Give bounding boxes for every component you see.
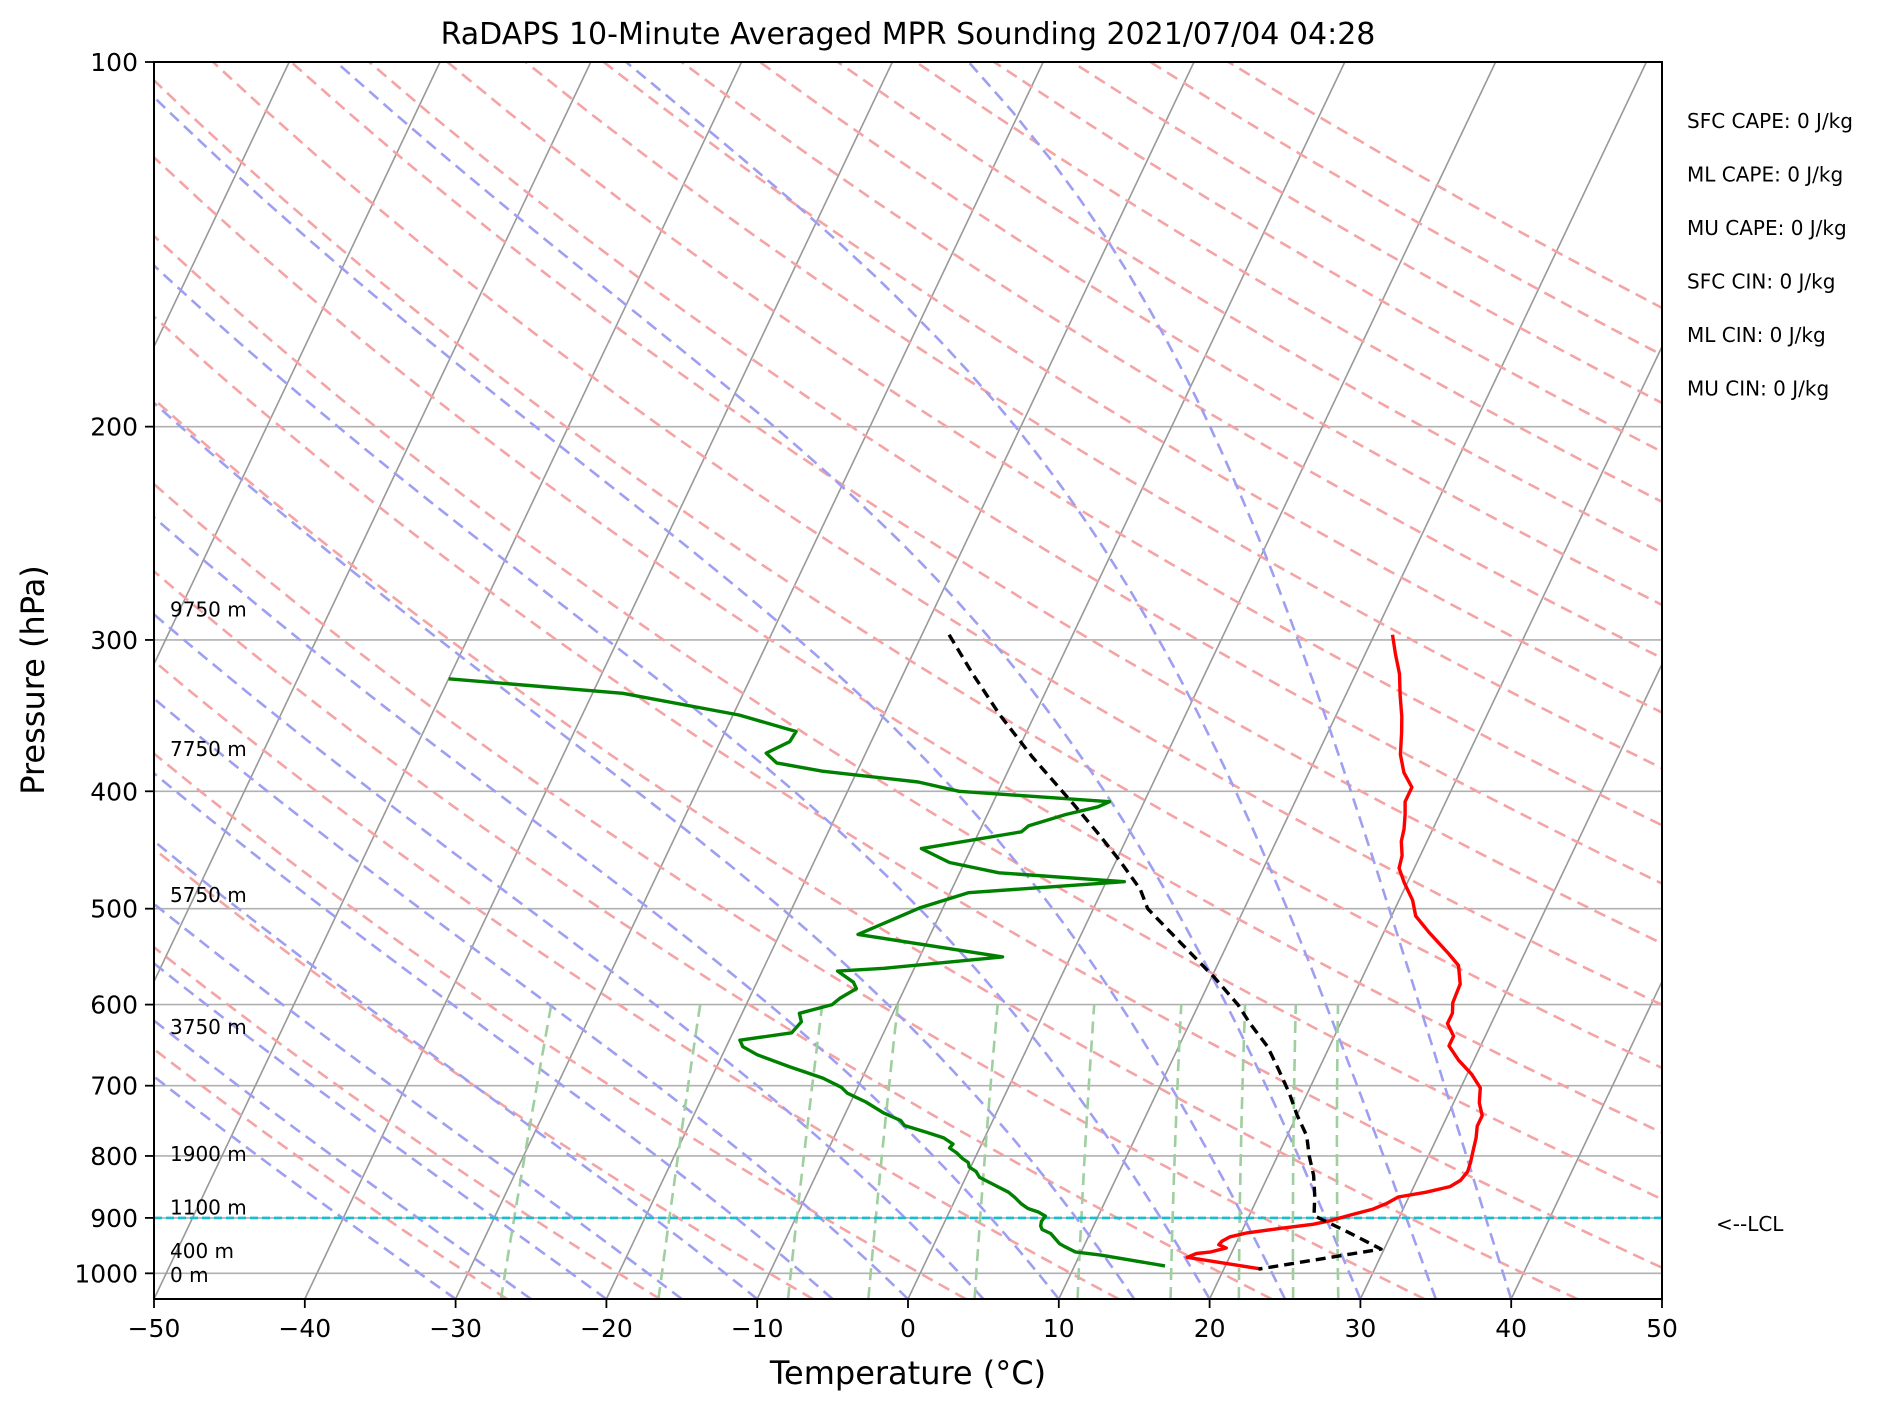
y-tick-label: 200 [90,413,138,442]
dry-adiabat-line [154,78,1662,1070]
dry-adiabat-line [154,945,661,1299]
dry-adiabat-line [154,314,1662,1270]
dry-adiabat-line [759,62,1662,607]
isotherm-line [154,62,290,349]
y-tick-label: 700 [90,1072,138,1101]
dry-adiabat-line [212,62,1662,1007]
isotherm-line [1208,344,1662,1299]
height-label: 7750 m [170,737,247,761]
index-annotation: MU CIN: 0 J/kg [1687,377,1829,401]
axis-ticks: −50 −40 −30 −20 −10 0 10 20 30 40 50 100 200 300 400 50… [74,48,1678,1343]
mixing-ratio-line [973,1004,999,1299]
moist-adiabat-line [154,95,1287,1299]
y-tick-label: 800 [90,1142,138,1171]
isotherm-line [154,62,592,984]
x-tick-label: −50 [128,1314,181,1343]
moist-adiabat-line [154,612,985,1299]
height-label: 1100 m [170,1195,247,1219]
dry-adiabat-line [446,62,1662,827]
height-label: 3750 m [170,1015,247,1039]
x-tick-label: −30 [429,1314,482,1343]
dry-adiabat-line [154,847,814,1299]
chart-title: RaDAPS 10-Minute Averaged MPR Sounding 2… [441,17,1376,52]
dry-adiabat-line [154,397,1579,1299]
moist-adiabat-line [154,961,608,1299]
moist-adiabat-line [154,696,909,1299]
x-tick-label: −10 [731,1314,784,1343]
x-tick-label: 50 [1646,1314,1678,1343]
x-axis-label: Temperature (°C) [769,1354,1046,1392]
lcl-label: <--LCL [1716,1212,1784,1236]
dry-adiabat-line [154,1047,508,1299]
height-label: 5750 m [170,883,247,907]
y-tick-label: 100 [90,48,138,77]
moist-adiabat-line [154,515,1060,1299]
isotherm-line [1359,662,1662,1299]
isotherm-line [154,62,743,1299]
y-tick-label: 400 [90,777,138,806]
data-series [154,633,1662,1271]
mixing-ratio-line [1076,1004,1096,1299]
y-tick-label: 900 [90,1204,138,1233]
moist-adiabat-line [154,902,683,1299]
dry-adiabat-line [154,234,1662,1201]
x-tick-label: 20 [1194,1314,1226,1343]
mixing-ratio-line [1291,1004,1298,1299]
x-tick-label: 30 [1344,1314,1376,1343]
isotherm-line [1510,979,1662,1299]
dry-adiabat-line [368,62,1662,886]
parcel-path-line [947,633,1383,1271]
y-axis-label: Pressure (hPa) [14,565,52,795]
moist-adiabat-line [625,62,1438,1299]
isotherm-line [454,62,1044,1299]
height-label: 0 m [170,1263,209,1287]
isotherm-line [605,62,1195,1299]
moist-adiabat-line [967,62,1513,1299]
y-tick-label: 1000 [74,1259,138,1288]
index-annotation: MU CAPE: 0 J/kg [1687,216,1847,240]
height-label: 9750 m [170,597,247,621]
moist-adiabat-line [154,771,834,1299]
y-tick-label: 300 [90,626,138,655]
x-tick-label: 0 [900,1314,916,1343]
index-annotation: SFC CAPE: 0 J/kg [1687,109,1853,133]
mixing-ratio-line [1169,1004,1183,1299]
mixing-ratio-line [499,1004,553,1299]
mixing-ratio-line [1237,1004,1247,1299]
x-tick-label: −20 [580,1314,633,1343]
y-tick-label: 600 [90,991,138,1020]
dewpoint-line [448,677,1166,1268]
dry-adiabat-line [154,659,1120,1299]
dry-adiabat-line [154,482,1426,1299]
dry-adiabat-line [154,155,1662,1135]
isotherm-line [907,62,1497,1299]
moist-adiabat-line [154,839,759,1299]
mixing-ratio-line [1335,1004,1340,1299]
isotherm-line [1058,62,1648,1299]
x-tick-label: −40 [278,1314,331,1343]
moist-adiabat-line [154,263,1211,1299]
moist-adiabat-line [335,62,1362,1299]
index-annotation: ML CIN: 0 J/kg [1687,323,1826,347]
temperature-line [1185,634,1484,1271]
mixing-ratio-line [657,1004,702,1299]
mixing-ratio-line [786,1004,824,1299]
moist-adiabat-line [154,401,1136,1299]
y-tick-label: 500 [90,895,138,924]
background-lines [154,62,1662,1299]
dry-adiabat-line [602,62,1662,714]
mixing-ratio-line [867,1004,900,1299]
index-annotation: SFC CIN: 0 J/kg [1687,270,1835,294]
x-tick-label: 10 [1043,1314,1075,1343]
height-label: 1900 m [170,1142,247,1166]
x-tick-label: 40 [1495,1314,1527,1343]
height-label: 400 m [170,1239,234,1263]
plot-labels: 9750 m 7750 m 5750 m 3750 m 1900 m 1100 m 400 … [170,109,1853,1287]
index-annotation: ML CAPE: 0 J/kg [1687,163,1843,187]
